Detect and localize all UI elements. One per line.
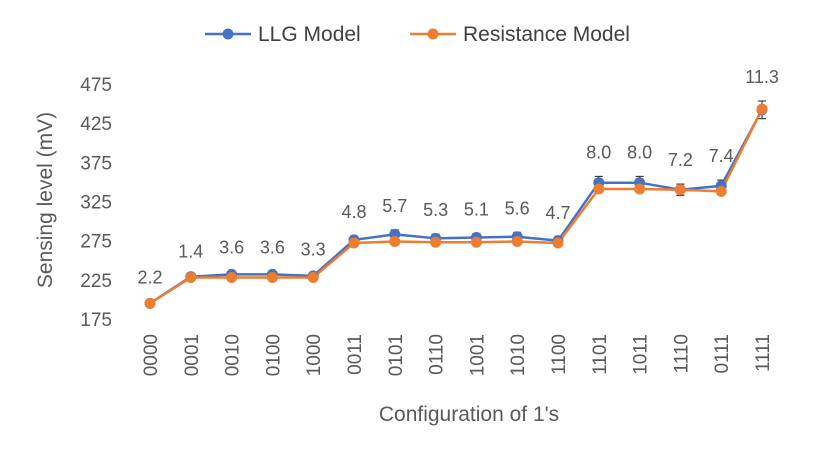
data-label: 8.0: [627, 142, 652, 162]
y-tick-label: 475: [80, 75, 112, 96]
legend-marker-resistance: [427, 28, 439, 40]
resistance-data-point: [185, 271, 197, 283]
legend-label-llg: LLG Model: [258, 23, 361, 46]
data-label: 4.8: [341, 202, 366, 222]
data-label: 5.3: [423, 200, 448, 220]
x-tick-label: 0010: [223, 334, 244, 376]
resistance-data-point: [634, 183, 646, 195]
y-tick-label: 225: [80, 271, 112, 292]
resistance-data-point: [144, 297, 156, 309]
data-label: 2.2: [137, 268, 162, 288]
resistance-data-point: [266, 271, 278, 283]
data-label: 5.7: [382, 196, 407, 216]
data-label: 5.6: [505, 198, 530, 218]
resistance-series-line: [149, 108, 764, 305]
resistance-data-point: [389, 235, 401, 247]
data-label: 4.7: [545, 203, 570, 223]
x-ticks: 0000 0001 0010 0100 1000 0011 0101 0110 1001 1010…: [141, 334, 774, 376]
x-tick-label: 1001: [467, 334, 488, 376]
x-tick-label: 1000: [304, 334, 325, 376]
data-label: 11.3: [745, 67, 779, 87]
resistance-data-point: [715, 185, 727, 197]
resistance-data-point: [430, 236, 442, 248]
series-markers: [144, 103, 768, 309]
x-tick-label: 0000: [141, 334, 162, 376]
legend-marker-llg: [222, 28, 234, 40]
x-tick-label: 0101: [386, 334, 407, 376]
data-labels: 2.2 1.4 3.6 3.6 3.3 4.8 5.7 5.3 5.1 5.6 4.7 8.0 8.0 7…: [137, 67, 778, 288]
y-ticks: 175 225 275 325 375 425 475: [80, 75, 112, 331]
y-tick-label: 175: [80, 310, 112, 331]
y-tick-label: 325: [80, 193, 112, 214]
y-tick-label: 275: [80, 232, 112, 253]
data-label: 3.3: [301, 239, 326, 259]
x-tick-label: 1011: [631, 334, 652, 375]
data-label: 5.1: [464, 200, 489, 220]
legend-label-resistance: Resistance Model: [463, 23, 630, 46]
data-label: 3.6: [219, 238, 244, 258]
x-tick-label: 1111: [753, 334, 774, 372]
resistance-data-point: [756, 103, 768, 115]
y-axis-title: Sensing level (mV): [34, 112, 57, 288]
legend: LLG Model Resistance Model: [205, 23, 630, 46]
resistance-data-point: [511, 235, 523, 247]
x-tick-label: 1110: [671, 334, 692, 373]
x-tick-label: 0001: [182, 334, 203, 376]
x-axis-title: Configuration of 1's: [379, 403, 559, 426]
x-tick-label: 0110: [427, 334, 448, 375]
x-tick-label: 0011: [345, 334, 366, 375]
x-tick-label: 1100: [549, 334, 570, 375]
resistance-data-point: [674, 184, 686, 196]
series-lines: [149, 108, 764, 305]
x-tick-label: 0100: [263, 334, 284, 376]
resistance-data-point: [348, 237, 360, 249]
y-tick-label: 375: [80, 153, 112, 174]
resistance-data-point: [226, 271, 238, 283]
data-label: 7.4: [709, 146, 734, 166]
resistance-data-point: [593, 183, 605, 195]
data-label: 1.4: [178, 242, 203, 262]
data-label: 8.0: [586, 142, 611, 162]
data-label: 7.2: [668, 150, 693, 170]
resistance-data-point: [552, 237, 564, 249]
y-tick-label: 425: [80, 114, 112, 135]
llg-series-line: [149, 109, 764, 305]
x-tick-label: 1101: [590, 334, 611, 375]
x-tick-label: 0111: [712, 334, 733, 373]
x-tick-label: 1010: [508, 334, 529, 376]
resistance-data-point: [470, 236, 482, 248]
data-label: 3.6: [260, 238, 285, 258]
resistance-data-point: [307, 271, 319, 283]
